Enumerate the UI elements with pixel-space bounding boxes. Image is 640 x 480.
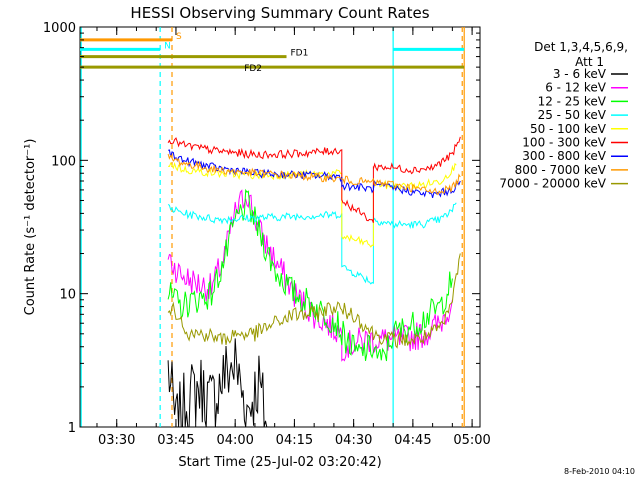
series-line-8 [167,253,461,349]
x-tick-label-1: 03:45 [157,433,194,448]
data-series [167,136,461,428]
legend-label-6: 300 - 800 keV [522,149,606,163]
y-tick-label-0: 1 [68,421,76,436]
x-tick-label-0: 03:30 [98,433,135,448]
flag-label-4: FD2 [244,64,262,74]
legend-label-5: 100 - 300 keV [522,136,606,150]
plot-frame [79,26,481,428]
y-tick-label-2: 100 [51,154,76,169]
series-line-5 [167,136,461,223]
y-tick-label-1: 10 [59,288,76,303]
vertical-markers [80,27,465,427]
series-line-6 [167,149,461,199]
x-tick-label-4: 04:30 [335,433,372,448]
footer-date: 8-Feb-2010 04:10 [564,467,635,476]
legend-label-2: 12 - 25 keV [538,94,607,108]
flag-label-0: S [176,32,182,42]
legend-header-2: Att 1 [575,55,604,69]
x-tick-label-5: 04:45 [394,433,431,448]
series-line-7 [167,153,461,196]
legend-label-7: 800 - 7000 keV [515,163,607,177]
chart-title: HESSI Observing Summary Count Rates [130,4,429,22]
x-axis-ticks: 03:30 03:45 04:00 04:15 04:30 04:45 05:00 [96,27,491,448]
x-tick-label-6: 05:00 [453,433,490,448]
flag-label-1: N [164,41,171,51]
legend-label-0: 3 - 6 keV [553,67,607,81]
legend-label-4: 50 - 100 keV [530,122,607,136]
flag-label-3: FD1 [291,49,309,59]
legend-label-3: 25 - 50 keV [538,108,607,122]
y-tick-label-3: 1000 [43,21,76,36]
series-line-3 [167,202,457,285]
y-axis-label: Count Rate (s⁻¹ detector⁻¹) [23,139,38,316]
x-axis-label: Start Time (25-Jul-02 03:20:42) [178,455,381,470]
y-axis-ticks: 1 10 100 1000 [43,21,480,436]
x-tick-label-3: 04:15 [276,433,313,448]
series-line-0 [167,338,268,428]
legend-label-1: 6 - 12 keV [545,81,607,95]
x-tick-label-2: 04:00 [216,433,253,448]
legend-label-8: 7000 - 20000 keV [499,177,606,191]
legend-header: Det 1,3,4,5,6,9, [534,40,628,54]
series-line-2 [167,188,453,362]
state-flags: SN FD1 FD2 [80,32,465,74]
